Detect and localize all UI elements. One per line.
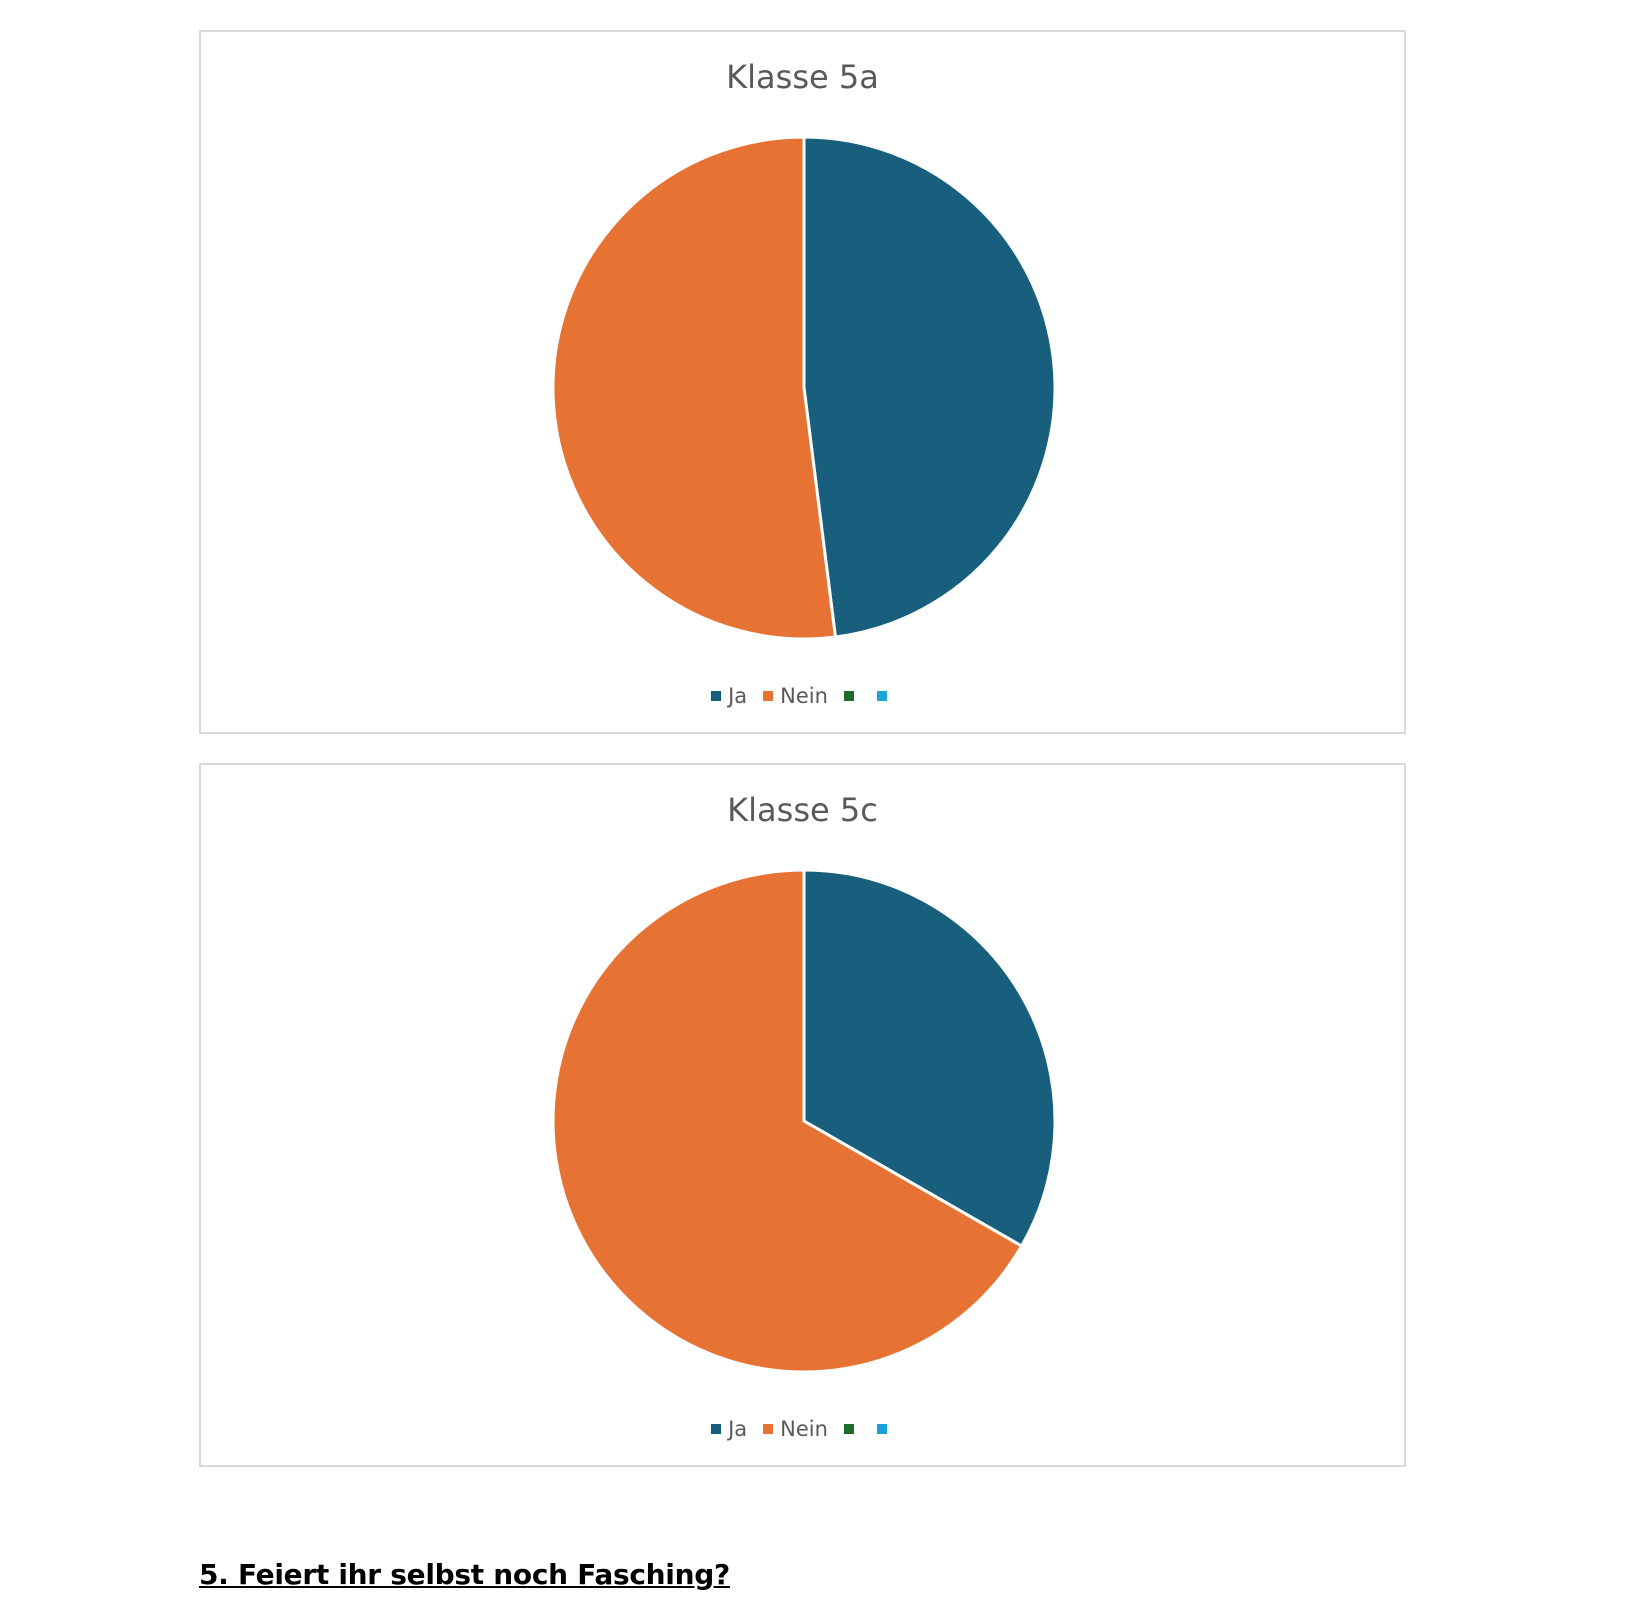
legend-item: Nein — [763, 684, 828, 708]
legend-swatch — [763, 1424, 774, 1434]
legend-item: Nein — [763, 1417, 828, 1441]
question-heading: 5. Feiert ihr selbst noch Fasching? — [199, 1558, 730, 1591]
pie-slice-nein — [551, 868, 1024, 1374]
legend-label: Nein — [780, 1417, 828, 1441]
legend-item: Ja — [711, 684, 747, 708]
chart-legend: Ja Nein — [201, 684, 1404, 708]
legend-item: Ja — [711, 1417, 747, 1441]
chart-title: Klasse 5a — [726, 58, 879, 96]
legend-swatch — [876, 1424, 887, 1434]
legend-swatch — [763, 691, 774, 701]
pie-slice-nein — [551, 135, 837, 641]
legend-item — [843, 691, 861, 701]
legend-swatch — [711, 691, 722, 701]
legend-swatch — [843, 691, 854, 701]
legend-label: Ja — [728, 684, 748, 708]
pie-slice-ja — [802, 135, 1057, 639]
chart-title: Klasse 5c — [727, 791, 878, 829]
legend-label: Ja — [728, 1417, 748, 1441]
legend-swatch — [711, 1424, 722, 1434]
legend-item — [876, 1424, 894, 1434]
legend-item — [876, 691, 894, 701]
legend-label: Nein — [780, 684, 828, 708]
legend-swatch — [876, 691, 887, 701]
legend-swatch — [843, 1424, 854, 1434]
chart-klasse-5c: Klasse 5c Ja Nein — [199, 763, 1406, 1467]
chart-klasse-5a: Klasse 5a Ja Nein — [199, 30, 1406, 734]
pie-chart — [551, 135, 1057, 641]
chart-legend: Ja Nein — [201, 1417, 1404, 1441]
pie-chart — [551, 868, 1057, 1374]
pie-slice-ja — [802, 868, 1057, 1248]
legend-item — [843, 1424, 861, 1434]
